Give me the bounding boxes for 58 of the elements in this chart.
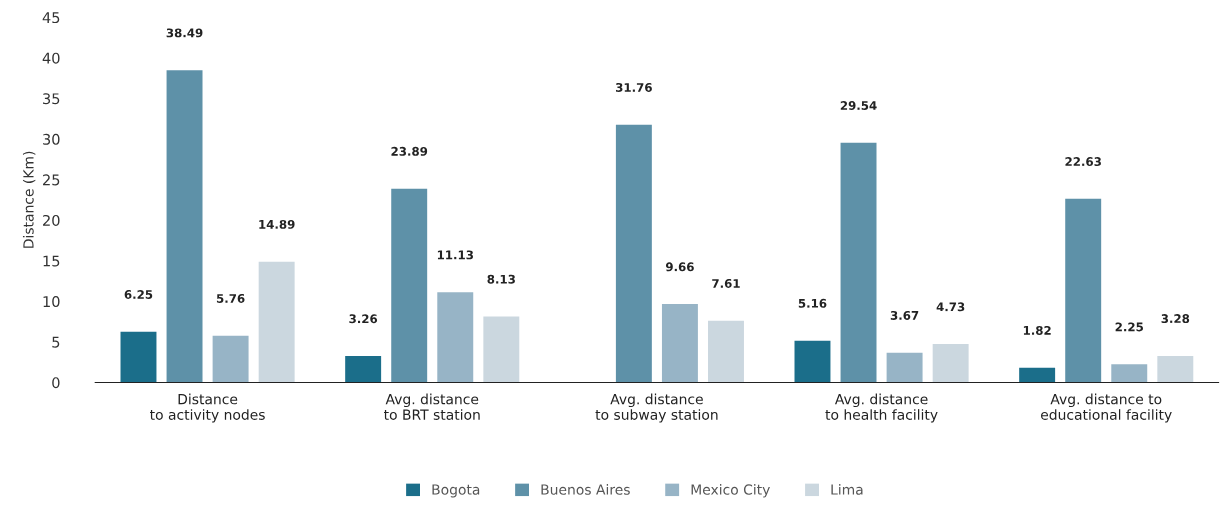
bar [391, 188, 428, 383]
bar [1157, 355, 1194, 383]
data-label: 8.13 [487, 274, 515, 284]
bar [794, 340, 831, 383]
data-label: 7.61 [712, 278, 740, 288]
data-label: 11.13 [437, 250, 473, 260]
bar [166, 70, 203, 383]
y-tick-label: 10 [43, 296, 60, 308]
data-label: 2.25 [1115, 322, 1143, 332]
x-tick-label: Distance to activity nodes [150, 393, 265, 423]
x-tick-label: Avg. distance to subway station [595, 393, 718, 423]
data-label: 4.73 [936, 302, 965, 312]
y-tick-label: 15 [43, 255, 60, 267]
data-label: 29.54 [840, 101, 877, 110]
x-tick-label: Avg. distance to health facility [825, 393, 938, 423]
data-label: 3.26 [349, 314, 378, 324]
y-tick-label: 45 [42, 12, 60, 24]
bar [212, 335, 249, 383]
data-label: 3.28 [1161, 314, 1190, 324]
data-label: 1.82 [1023, 325, 1051, 335]
data-label: 5.16 [798, 298, 827, 308]
y-tick-label: 20 [43, 214, 60, 226]
data-label: 31.76 [615, 83, 652, 92]
bar [615, 124, 652, 383]
bar [932, 344, 969, 383]
data-label: 9.66 [665, 262, 694, 272]
data-label: 38.49 [166, 28, 203, 38]
y-tick-label: 30 [43, 133, 60, 145]
legend-label: Bogota [432, 484, 480, 498]
x-tick-label: Avg. distance to educational facility [1041, 393, 1172, 423]
bar [1111, 364, 1148, 383]
bar [886, 352, 923, 383]
bar [345, 356, 382, 383]
y-tick-label: 35 [43, 93, 60, 105]
data-label: 23.89 [391, 146, 428, 156]
x-tick-label: Avg. distance to BRT station [384, 393, 480, 420]
bar [1065, 198, 1102, 383]
bar [258, 261, 295, 383]
y-tick-label: 25 [43, 174, 60, 186]
bar [120, 331, 157, 383]
legend-label: Lima [831, 484, 863, 495]
y-tick-label: 5 [52, 336, 60, 348]
bar [840, 142, 877, 383]
data-label: 22.63 [1065, 157, 1101, 167]
data-label: 3.67 [890, 310, 919, 320]
bar [661, 304, 698, 383]
data-label: 5.76 [216, 294, 245, 303]
bar [437, 292, 474, 383]
data-label: 6.25 [124, 290, 153, 299]
legend-label: Buenos Aires [541, 484, 630, 495]
legend-label: Mexico City [691, 484, 770, 498]
y-tick-label: 40 [42, 52, 60, 64]
y-tick-label: 0 [52, 377, 60, 389]
bar [708, 320, 744, 383]
data-label: 14.89 [259, 219, 295, 229]
y-axis-title: Distance (Km) [22, 151, 36, 248]
bar [1019, 367, 1056, 383]
bar [483, 316, 520, 383]
